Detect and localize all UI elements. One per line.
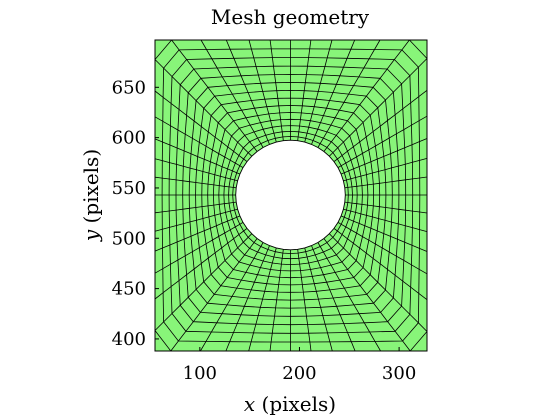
mesh-ring-line	[188, 82, 393, 309]
y-axis-unit: (pixels)	[79, 149, 103, 230]
y-tick-label: 550	[112, 178, 146, 199]
mesh-ring-line	[182, 73, 400, 317]
y-axis-var: y	[79, 229, 103, 242]
mesh-ring-line	[168, 57, 414, 334]
y-tick-label: 400	[112, 329, 146, 350]
mesh-ring-line	[232, 136, 349, 254]
mesh-ring-line	[212, 112, 369, 279]
mesh-ring-line	[228, 130, 353, 260]
x-axis: 100 200 300	[183, 347, 416, 384]
x-tick-label: 200	[282, 363, 316, 384]
x-axis-title: x (pixels)	[244, 392, 336, 416]
mesh-ring-line	[207, 105, 375, 286]
x-axis-unit: (pixels)	[255, 392, 336, 416]
x-axis-var: x	[244, 392, 255, 416]
circular-hole	[235, 139, 346, 251]
y-tick-label: 450	[112, 279, 146, 300]
plot-border	[154, 39, 428, 352]
y-tick-label: 500	[112, 228, 146, 249]
x-tick-label: 100	[183, 363, 217, 384]
chart-title: Mesh geometry	[211, 5, 370, 29]
x-tick-label: 300	[382, 363, 416, 384]
y-axis-title: y (pixels)	[79, 149, 103, 242]
mesh-ring-line	[223, 125, 358, 266]
y-tick-label: 650	[112, 77, 146, 98]
mesh-ring-line	[218, 118, 363, 272]
mesh-ring-line	[201, 97, 381, 293]
plot-area	[154, 39, 428, 352]
mesh-ring-line	[175, 65, 407, 326]
y-tick-label: 600	[112, 128, 146, 149]
y-axis: 400 450 500 550 600 650	[112, 77, 159, 350]
mesh-ring-line	[161, 48, 421, 343]
mesh-grid	[154, 39, 428, 352]
mesh-ring-line	[195, 89, 387, 301]
